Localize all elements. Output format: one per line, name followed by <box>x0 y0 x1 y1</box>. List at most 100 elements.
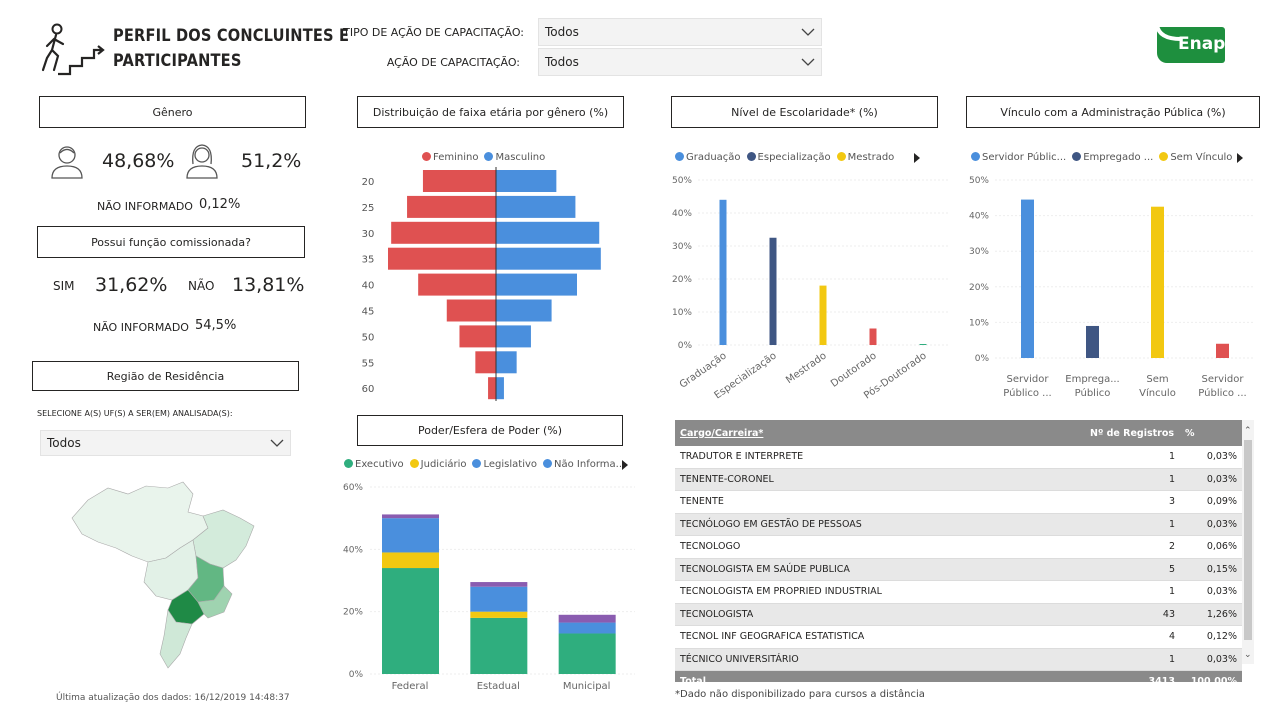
legend-masculino-dot <box>484 152 494 161</box>
scroll-thumb[interactable] <box>1244 440 1252 640</box>
escolaridade-title: Nível de Escolaridade* (%) <box>671 96 938 128</box>
x-label: Público <box>1075 387 1111 399</box>
legend-legislativo[interactable]: Legislativo <box>472 459 537 470</box>
enap-logo: Enap <box>1155 24 1225 63</box>
legend-next-icon[interactable] <box>914 153 920 163</box>
legend-mestrado[interactable]: Mestrado <box>836 152 895 163</box>
x-label: Federal <box>392 681 429 692</box>
table-row[interactable]: TECNOLOGO 2 0,06% <box>675 535 1242 559</box>
bar-masculino-55 <box>496 351 517 374</box>
acao-dropdown[interactable]: Todos <box>538 48 822 76</box>
y-tick: 0% <box>349 670 364 680</box>
table-row[interactable]: TENENTE 3 0,09% <box>675 490 1242 514</box>
legend-next-icon[interactable] <box>1237 153 1243 163</box>
x-label: Público ... <box>1003 387 1051 399</box>
chevron-down-icon <box>801 28 815 36</box>
scroll-up-arrow[interactable]: ⌃ <box>1244 426 1252 436</box>
y-tick: 40% <box>969 212 989 222</box>
x-label: Vínculo <box>1139 387 1176 399</box>
uf-dropdown[interactable]: Todos <box>40 430 291 456</box>
legend-judiciario[interactable]: Judiciário <box>409 459 466 470</box>
table-row[interactable]: TECNOL INF GEOGRAFICA ESTATISTICA 4 0,12% <box>675 625 1242 649</box>
funcao-ni-label: NÃO INFORMADO <box>93 321 189 334</box>
legend-sem-vinculo[interactable]: Sem Vínculo <box>1159 152 1232 163</box>
poder-legend: Executivo Judiciário Legislativo Não Inf… <box>344 459 625 470</box>
header-cargo[interactable]: Cargo/Carreira* <box>675 420 1085 446</box>
legend-executivo-label: Executivo <box>355 459 404 470</box>
bar-feminino-20 <box>422 170 496 192</box>
x-label: Doutorado <box>829 350 879 389</box>
age-tick-30: 30 <box>362 229 375 240</box>
table-scrollbar[interactable]: ⌃ ⌄ <box>1242 420 1254 664</box>
cell-cargo: TENENTE <box>675 490 1085 514</box>
faixa-chart: 20 25 30 35 40 45 50 55 60 <box>362 167 601 401</box>
tipo-dropdown-value: Todos <box>545 25 579 39</box>
legend-feminino[interactable]: Feminino <box>422 152 478 163</box>
legend-empregado[interactable]: Empregado ... <box>1072 152 1153 163</box>
bar-feminino-40 <box>418 273 496 296</box>
brazil-map[interactable] <box>68 478 268 674</box>
age-tick-25: 25 <box>362 203 375 214</box>
bar-municipal-segment <box>558 633 616 674</box>
total-row: Total 3413 100,00% <box>675 670 1242 682</box>
cell-cargo: TECNOLOGISTA <box>675 603 1085 626</box>
table-row[interactable]: TECNOLOGISTA 43 1,26% <box>675 603 1242 626</box>
last-update: Última atualização dos dados: 16/12/2019… <box>56 693 290 703</box>
legend-masculino-label: Masculino <box>495 152 546 163</box>
legend-servidor[interactable]: Servidor Públic... <box>971 152 1066 163</box>
legend-nao-informado-label: Não Informa... <box>554 459 626 470</box>
bar-municipal-segment <box>558 622 616 634</box>
table-row[interactable]: TRADUTOR E INTERPRETE 1 0,03% <box>675 446 1242 469</box>
legend-nao-informado[interactable]: Não Informa... <box>543 459 625 470</box>
map-northeast[interactable] <box>192 509 255 569</box>
map-rj-es[interactable] <box>197 585 233 619</box>
table-header: Cargo/Carreira* Nº de Registros % <box>675 420 1242 446</box>
bar-masculino-40 <box>496 273 577 296</box>
map-south[interactable] <box>159 609 193 669</box>
bar-federal-segment <box>382 568 439 674</box>
tipo-dropdown[interactable]: Todos <box>538 18 822 46</box>
funcao-ni-value: 54,5% <box>195 318 237 333</box>
legend-graduacao-label: Graduação <box>686 152 741 163</box>
age-tick-60: 60 <box>362 384 375 395</box>
cargo-table: Cargo/Carreira* Nº de Registros % TRADUT… <box>675 420 1242 682</box>
legend-empregado-dot <box>1072 152 1082 161</box>
legend-executivo[interactable]: Executivo <box>344 459 404 470</box>
legend-executivo-dot <box>344 459 353 468</box>
legend-masculino[interactable]: Masculino <box>484 152 545 163</box>
vinculo-chart: 0% 10% 20% 30% 40% 50% Servidor Público ... Empr… <box>969 176 1255 399</box>
cell-pct: 0,06% <box>1180 535 1242 559</box>
legend-mestrado-label: Mestrado <box>847 152 895 163</box>
table-row[interactable]: TECNOLOGISTA EM PROPRIED INDUSTRIAL 1 0,03… <box>675 580 1242 604</box>
total-label: Total <box>675 670 1085 682</box>
bar-especializa-o <box>769 237 777 345</box>
legend-nao-informado-dot <box>543 459 553 468</box>
table-row[interactable]: TENENTE-CORONEL 1 0,03% <box>675 468 1242 491</box>
header-pct[interactable]: % <box>1180 420 1242 446</box>
y-tick: 40% <box>672 209 692 219</box>
bar-feminino-45 <box>446 299 496 322</box>
scroll-down-arrow[interactable]: ⌄ <box>1244 650 1252 660</box>
table-row[interactable]: TECNÓLOGO EM GESTÃO DE PESSOAS 1 0,03% <box>675 513 1242 536</box>
table-row[interactable]: TECNOLOGISTA EM SAÚDE PUBLICA 5 0,15% <box>675 558 1242 581</box>
header-registros[interactable]: Nº de Registros <box>1085 420 1180 446</box>
x-label: Servidor <box>1007 374 1050 385</box>
bar-masculino-50 <box>496 325 531 348</box>
genero-title: Gênero <box>39 96 306 128</box>
legend-graduacao[interactable]: Graduação <box>675 152 741 163</box>
legend-especializacao-label: Especialização <box>757 152 831 163</box>
table-row[interactable]: TÉCNICO UNIVERSITÁRIO 1 0,03% <box>675 648 1242 671</box>
funcao-sim-value: 31,62% <box>95 274 168 296</box>
cell-cargo: TECNÓLOGO EM GESTÃO DE PESSOAS <box>675 513 1085 536</box>
page-title-line2: PARTICIPANTES <box>113 51 242 71</box>
cell-cargo: TENENTE-CORONEL <box>675 468 1085 491</box>
cell-pct: 0,03% <box>1180 513 1242 536</box>
female-icon <box>186 144 218 179</box>
legend-especializacao[interactable]: Especialização <box>746 152 831 163</box>
legend-graduacao-dot <box>675 152 684 161</box>
age-tick-20: 20 <box>362 177 375 188</box>
x-label: Mestrado <box>784 350 829 386</box>
legend-especializacao-dot <box>746 152 756 161</box>
bar-feminino-25 <box>407 195 496 218</box>
legend-next-icon[interactable] <box>622 460 628 470</box>
